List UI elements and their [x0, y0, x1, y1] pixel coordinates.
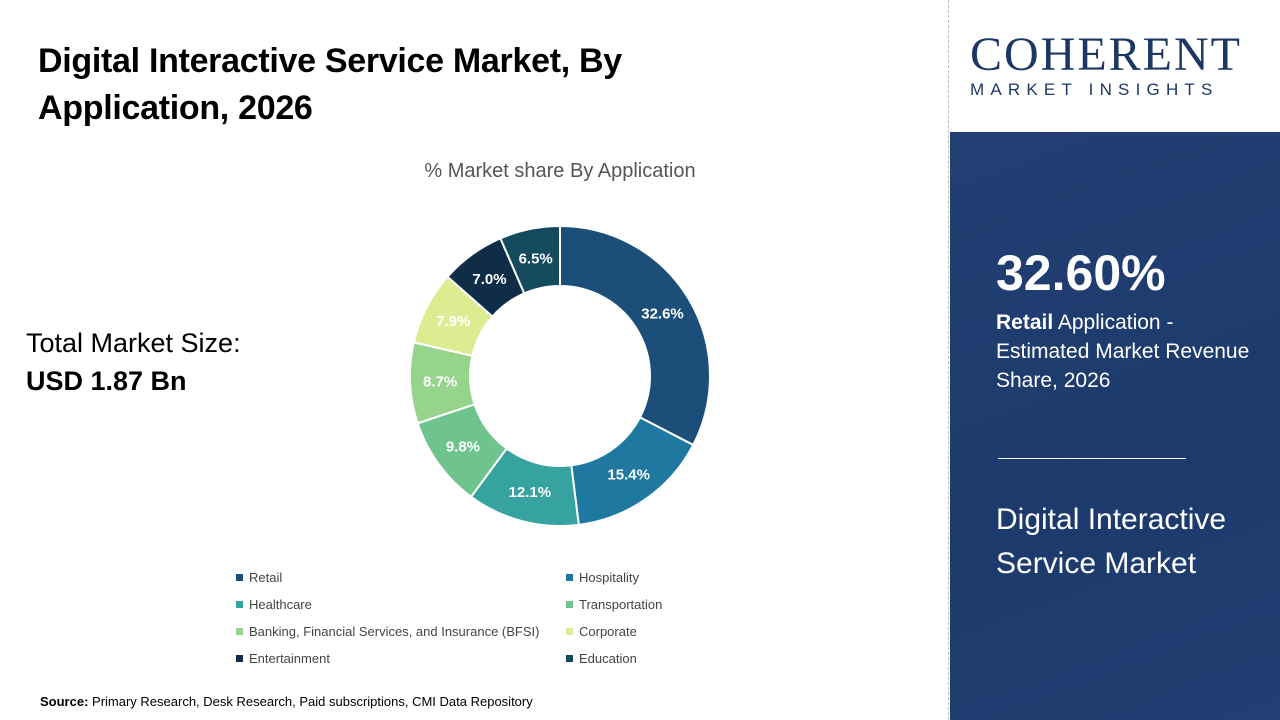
legend-item: Corporate: [566, 623, 716, 640]
legend-label: Healthcare: [249, 597, 312, 612]
data-label: 7.9%: [436, 313, 470, 330]
highlight-segment: Retail: [996, 311, 1054, 334]
legend-label: Entertainment: [249, 651, 330, 666]
data-label: 8.7%: [423, 374, 457, 391]
page-title: Digital Interactive Service Market, By A…: [38, 42, 622, 127]
slice-education: [499, 224, 561, 295]
legend-swatch: [566, 574, 573, 581]
legend-label: Hospitality: [579, 570, 639, 585]
data-label: 12.1%: [509, 484, 552, 501]
legend-swatch: [236, 655, 243, 662]
divider: [948, 0, 949, 720]
legend-item: Retail: [236, 569, 566, 586]
highlight-text: Application - Estimated Market Revenue S…: [996, 311, 1250, 392]
legend-label: Transportation: [579, 597, 663, 612]
logo-tagline: MARKET INSIGHTS: [970, 80, 1219, 99]
legend-swatch: [566, 601, 573, 608]
legend-swatch: [566, 655, 573, 662]
legend-item: Education: [566, 650, 716, 667]
source-text: Primary Research, Desk Research, Paid su…: [92, 694, 533, 709]
slice-retail: [559, 224, 711, 447]
donut-chart: 32.6% 15.4% 12.1% 9.8% 8.7% 7.9% 7.0% 6.5%: [409, 224, 711, 527]
legend: Retail Hospitality Healthcare Transportatio…: [236, 569, 716, 667]
market-name: Digital Interactive Service Market: [996, 503, 1227, 580]
legend-label: Banking, Financial Services, and Insuran…: [249, 624, 540, 639]
legend-item: Hospitality: [566, 569, 716, 586]
total-market-label: Total Market Size:: [26, 328, 241, 358]
total-market-value: USD 1.87 Bn: [26, 366, 187, 396]
highlight-description: Retail Application - Estimated Market Re…: [996, 308, 1256, 395]
chart-title: % Market share By Application: [424, 160, 696, 182]
legend-label: Retail: [249, 570, 283, 585]
data-label: 32.6%: [641, 306, 684, 323]
panel-divider: [998, 458, 1186, 459]
legend-swatch: [236, 601, 243, 608]
data-label: 6.5%: [519, 250, 553, 267]
legend-label: Corporate: [579, 624, 637, 639]
legend-swatch: [236, 574, 243, 581]
data-label: 9.8%: [446, 439, 480, 456]
total-market-size: Total Market Size: USD 1.87 Bn: [26, 324, 241, 400]
highlight-panel: 32.60% Retail Application - Estimated Ma…: [950, 132, 1280, 720]
legend-swatch: [566, 628, 573, 635]
highlight-value: 32.60%: [996, 245, 1166, 301]
legend-item: Healthcare: [236, 596, 566, 613]
data-label: 15.4%: [607, 466, 650, 483]
logo-name: COHERENT: [970, 28, 1242, 81]
legend-swatch: [236, 628, 243, 635]
legend-item: Entertainment: [236, 650, 566, 667]
legend-item: Transportation: [566, 596, 716, 613]
data-label: 7.0%: [472, 271, 506, 288]
legend-item: Banking, Financial Services, and Insuran…: [236, 623, 566, 640]
logo: COHERENT MARKET INSIGHTS: [970, 30, 1270, 100]
legend-label: Education: [579, 651, 637, 666]
source-label: Source:: [40, 694, 89, 709]
source-note: Source: Primary Research, Desk Research,…: [40, 694, 533, 709]
